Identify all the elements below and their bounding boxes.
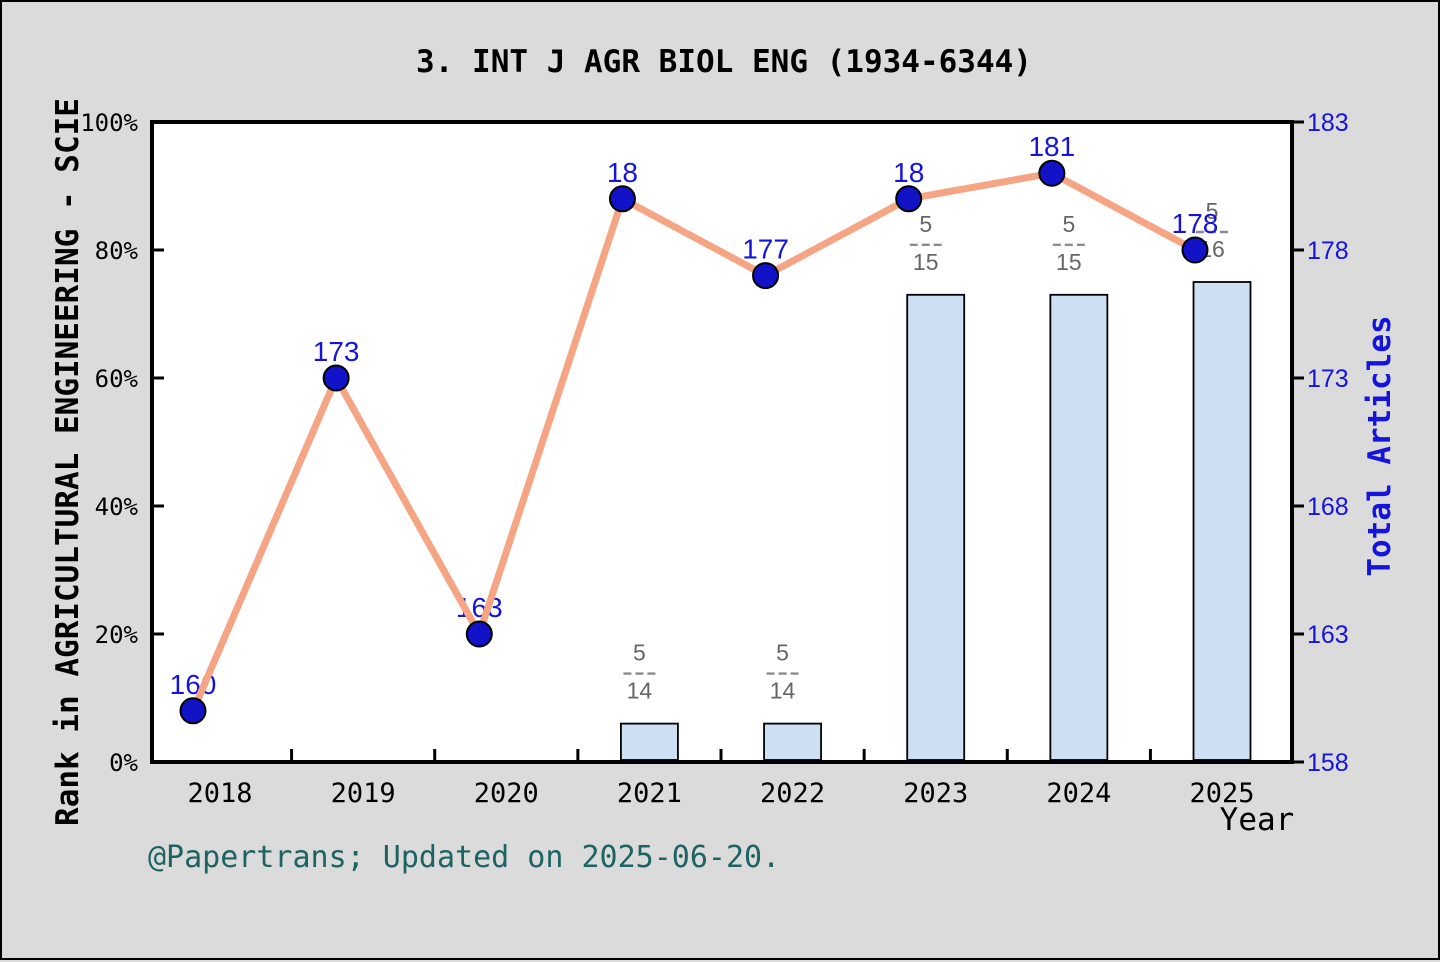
- x-tick-label: 2022: [760, 778, 825, 809]
- x-tick-label: 2023: [903, 778, 968, 809]
- rank-bar-2022: [763, 722, 822, 761]
- left-tick-label: 60%: [95, 365, 139, 393]
- data-point-2018: [179, 697, 207, 725]
- rank-bar-2024: [1049, 293, 1109, 761]
- chart-title: 3. INT J AGR BIOL ENG (1934-6344): [416, 44, 1032, 80]
- rank-fraction-denominator: 15: [1056, 249, 1082, 275]
- left-tick-label: 80%: [95, 237, 139, 265]
- x-tick-label: 2020: [474, 778, 539, 809]
- x-tick-label: 2019: [331, 778, 396, 809]
- point-label-2023: 18: [893, 157, 924, 188]
- data-point-2023: [895, 185, 923, 213]
- left-tick-label: 0%: [109, 749, 138, 777]
- right-tick-label: 163: [1307, 621, 1349, 649]
- data-point-2019: [322, 364, 350, 392]
- rank-fraction-numerator: 5: [633, 640, 646, 666]
- rank-fraction-numerator: 5: [1062, 211, 1075, 237]
- point-label-2022: 177: [742, 234, 789, 265]
- point-label-2019: 173: [313, 336, 360, 367]
- right-tick-label: 158: [1307, 749, 1349, 777]
- left-tick-label: 40%: [95, 493, 139, 521]
- data-point-2022: [752, 262, 780, 290]
- right-tick-label: 183: [1307, 109, 1349, 137]
- right-tick-label: 173: [1307, 365, 1349, 393]
- x-tick-label: 2024: [1046, 778, 1111, 809]
- rank-bar-2023: [906, 293, 966, 761]
- point-label-2021: 18: [607, 157, 638, 188]
- plot-area: [150, 120, 1294, 764]
- x-tick-label: 2018: [187, 778, 252, 809]
- left-tick-label: 100%: [80, 109, 138, 137]
- watermark-text: @Papertrans; Updated on 2025-06-20.: [148, 840, 781, 875]
- right-tick-label: 168: [1307, 493, 1349, 521]
- rank-fraction-numerator: 5: [919, 211, 932, 237]
- rank-fraction-denominator: 14: [770, 678, 796, 704]
- data-point-2021: [608, 185, 636, 213]
- rank-fraction-numerator: 5: [776, 640, 789, 666]
- data-point-2020: [465, 620, 493, 648]
- rank-bar-2025: [1192, 281, 1252, 761]
- x-axis-title: Year: [1219, 802, 1295, 838]
- data-point-2025: [1181, 236, 1209, 264]
- total-articles-line: [189, 169, 1199, 715]
- point-label-2025: 178: [1172, 208, 1219, 239]
- rank-bar-2021: [620, 722, 679, 761]
- x-tick-label: 2025: [1189, 778, 1254, 809]
- rank-fraction-numerator: 5: [1206, 198, 1219, 224]
- left-tick-label: 20%: [95, 621, 139, 649]
- x-tick-label: 2021: [617, 778, 682, 809]
- data-point-2024: [1038, 159, 1066, 187]
- point-label-2024: 181: [1028, 131, 1075, 162]
- rank-fraction-denominator: 15: [913, 249, 939, 275]
- right-tick-label: 178: [1307, 237, 1349, 265]
- rank-fraction-denominator: 14: [627, 678, 653, 704]
